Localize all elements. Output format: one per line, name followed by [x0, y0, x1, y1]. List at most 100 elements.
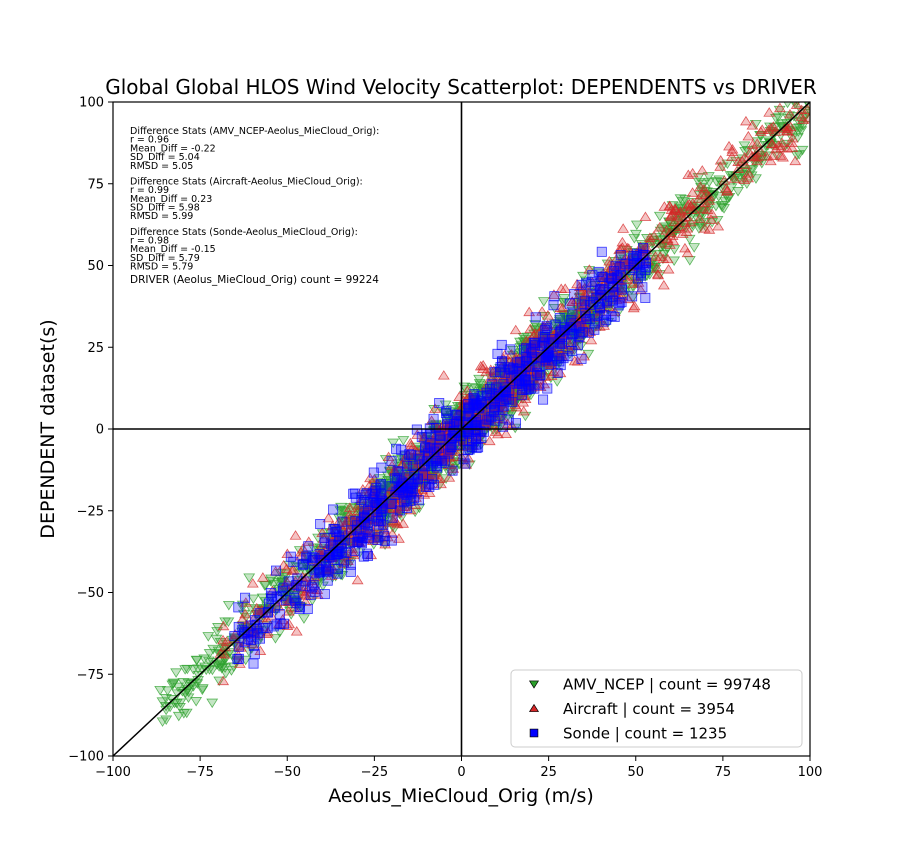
data-point: [506, 345, 519, 356]
data-point: [402, 461, 413, 472]
legend-marker: [529, 728, 539, 738]
data-point: [233, 653, 244, 664]
x-tick-label: 25: [540, 765, 557, 780]
data-point: [721, 185, 734, 195]
data-point: [692, 178, 705, 188]
y-tick-label: 100: [79, 96, 104, 111]
data-point: [303, 541, 314, 552]
data-point: [498, 421, 509, 432]
data-point: [485, 383, 496, 394]
data-point: [167, 678, 180, 689]
data-point: [578, 350, 590, 361]
data-point: [206, 698, 219, 709]
data-point: [271, 565, 282, 576]
data-points: [154, 102, 810, 727]
data-point: [181, 664, 194, 675]
data-point: [392, 454, 404, 465]
data-point: [156, 717, 169, 727]
data-point: [202, 632, 215, 642]
data-point: [319, 589, 330, 600]
data-point: [285, 551, 296, 562]
data-point: [745, 171, 758, 181]
x-tick-label: 75: [715, 765, 732, 780]
stats-line: RMSD = 5.79: [130, 262, 193, 273]
data-point: [254, 608, 265, 619]
data-point: [632, 273, 643, 284]
data-point: [529, 383, 540, 394]
data-point: [337, 516, 348, 527]
data-point: [497, 356, 508, 367]
data-point: [177, 709, 190, 719]
data-point: [640, 292, 651, 303]
data-point: [375, 479, 386, 490]
data-point: [372, 512, 383, 523]
data-point: [530, 312, 541, 323]
data-point: [692, 173, 705, 183]
y-tick-label: −100: [68, 750, 104, 765]
data-point: [387, 438, 400, 449]
data-point: [679, 195, 691, 205]
data-point: [394, 505, 405, 516]
data-point: [290, 595, 301, 606]
data-point: [783, 102, 792, 109]
data-point: [789, 155, 802, 166]
data-point: [483, 414, 494, 425]
data-point: [569, 288, 580, 299]
data-point: [576, 279, 587, 290]
data-point: [540, 355, 551, 366]
data-point: [219, 663, 231, 673]
data-point: [404, 504, 417, 515]
data-point: [462, 445, 473, 456]
data-point: [549, 291, 560, 302]
data-point: [174, 698, 187, 708]
data-point: [431, 461, 442, 472]
data-point: [447, 465, 458, 476]
y-tick-label: 0: [96, 423, 104, 438]
x-tick-label: 50: [627, 765, 644, 780]
data-point: [247, 594, 260, 605]
y-tick-label: −25: [77, 504, 104, 519]
data-point: [324, 549, 335, 560]
data-point: [668, 245, 681, 255]
data-point: [676, 197, 689, 207]
data-point: [716, 162, 729, 172]
y-tick-label: −50: [77, 586, 104, 601]
data-point: [473, 426, 484, 437]
data-point: [376, 490, 387, 501]
data-point: [630, 220, 643, 231]
data-point: [331, 526, 342, 537]
data-point: [222, 601, 235, 611]
data-point: [322, 575, 333, 586]
data-point: [577, 271, 589, 282]
data-point: [198, 654, 211, 664]
data-point: [630, 229, 642, 240]
data-point: [535, 370, 546, 381]
data-point: [239, 637, 250, 648]
data-point: [639, 211, 652, 222]
legend-label: AMV_NCEP | count = 99748: [563, 676, 771, 695]
data-point: [314, 565, 325, 576]
data-point: [202, 656, 215, 667]
x-axis-label: Aeolus_MieCloud_Orig (m/s): [328, 785, 594, 807]
y-tick-label: 25: [87, 341, 104, 356]
data-point: [154, 685, 167, 696]
data-point: [609, 311, 620, 322]
data-point: [424, 479, 435, 490]
data-point: [293, 546, 306, 556]
data-point: [712, 192, 725, 202]
data-point: [215, 664, 228, 674]
data-point: [397, 436, 410, 446]
data-point: [248, 640, 259, 651]
data-point: [399, 450, 410, 461]
data-point: [466, 383, 479, 393]
data-point: [653, 211, 666, 222]
data-point: [505, 409, 518, 420]
data-point: [294, 603, 305, 614]
legend-label: Sonde | count = 1235: [563, 725, 727, 743]
data-point: [597, 271, 608, 282]
y-tick-label: −75: [77, 668, 104, 683]
data-point: [301, 552, 312, 563]
data-point: [315, 519, 326, 530]
data-point: [736, 167, 749, 177]
